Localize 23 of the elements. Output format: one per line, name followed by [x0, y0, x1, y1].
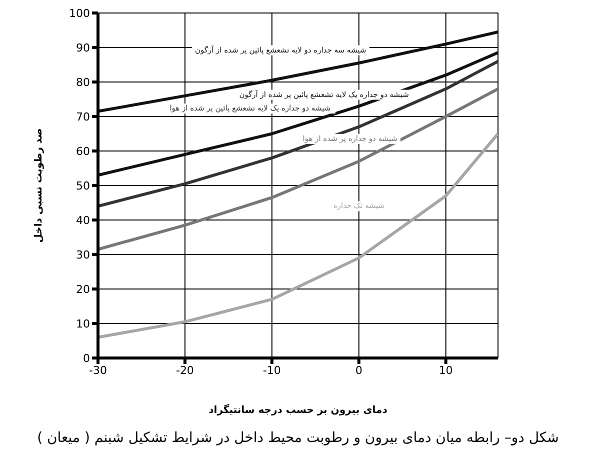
- y-tick-label: 80: [76, 76, 90, 89]
- x-tick-label: -20: [176, 364, 194, 377]
- y-tick-label: 100: [69, 6, 90, 20]
- y-tick-label: 10: [76, 317, 90, 330]
- y-axis-title: صد رطوبت نسبی داخل: [34, 128, 45, 243]
- y-tick-label: 20: [76, 282, 90, 296]
- y-tick-label: 40: [76, 214, 90, 227]
- x-tick-label: 10: [438, 364, 453, 377]
- y-tick-label: 0: [83, 352, 90, 365]
- y-tick-label: 90: [76, 41, 90, 54]
- y-tick-label: 50: [76, 179, 90, 192]
- line-series: [98, 60, 498, 208]
- x-tick-label: -30: [89, 364, 107, 377]
- x-tick-label: 0: [355, 364, 362, 377]
- x-axis-title: دمای بیرون بر حسب درجه سانتیگراد: [208, 403, 388, 416]
- line-series: [98, 87, 498, 251]
- text: شکل دو– رابطه میان دمای بیرون و رطوبت محیط داخل در شرایط تشکیل شبنم ( میعان ): [36, 430, 560, 446]
- line-series: [98, 30, 498, 113]
- y-tick-label: 30: [76, 248, 90, 262]
- line-series: [98, 132, 498, 339]
- y-tick-label: 70: [76, 110, 90, 124]
- x-tick-label: -10: [262, 364, 281, 377]
- y-tick-label: 60: [76, 144, 90, 158]
